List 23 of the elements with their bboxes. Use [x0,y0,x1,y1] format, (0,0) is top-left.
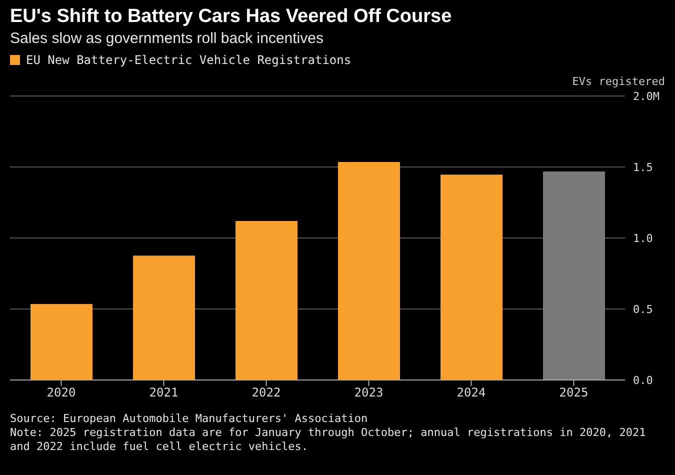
y-tick-label: 0.0 [633,374,653,387]
bar [440,174,502,380]
legend-label: EU New Battery-Electric Vehicle Registrations [26,53,352,67]
x-tick-label: 2021 [149,386,178,400]
y-tick-label: 1.5 [633,160,653,174]
chart-title: EU's Shift to Battery Cars Has Veered Off Course [10,6,453,28]
bar [133,256,195,380]
x-tick-label: 2023 [354,386,384,400]
bar [338,162,400,380]
y-axis-title: EVs registered [571,75,665,88]
chart-subtitle: Sales slow as governments roll back incentives [10,30,324,47]
text: Note: 2025 registration data are for January through October; annual registrations in 2020, 2021 and 2022 include fuel cell electric vehicles. [10,426,647,454]
x-tick-label: 2024 [456,386,486,400]
bar [236,220,298,380]
y-tick-label: 0.5 [633,302,653,316]
x-tick-label: 2022 [252,386,281,400]
bar [543,172,605,380]
source-note: Source: European Automobile Manufacturers' Association [10,412,369,426]
x-tick-label: 2020 [46,386,76,400]
x-tick-label: 2025 [559,386,588,400]
y-tick-label: 2.0M [633,90,660,103]
bar [30,304,92,380]
y-tick-label: 1.0 [633,232,653,245]
